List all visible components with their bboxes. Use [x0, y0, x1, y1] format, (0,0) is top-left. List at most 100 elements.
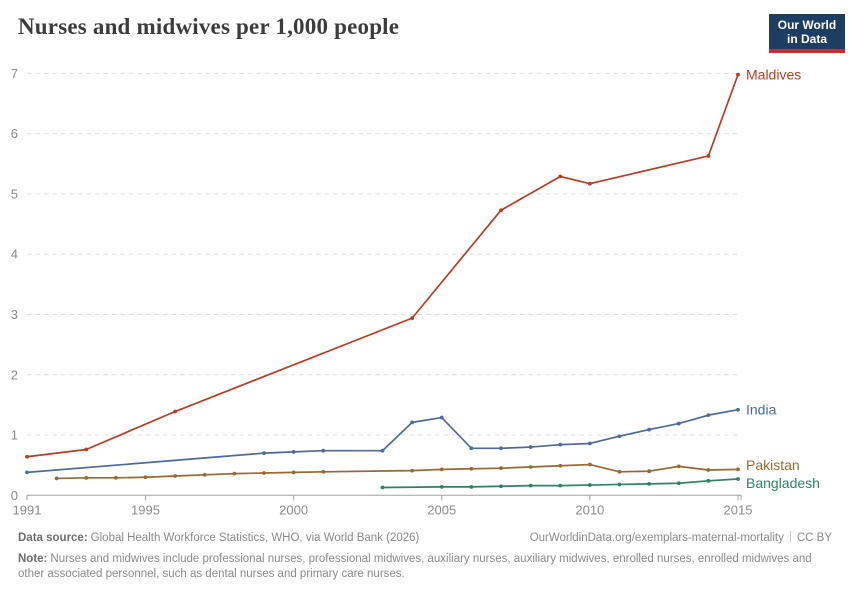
series-point-india [558, 442, 563, 447]
owid-logo[interactable]: Our World in Data [769, 14, 845, 53]
series-point-pakistan [202, 472, 207, 477]
series-point-bangladesh [617, 482, 622, 487]
series-point-india [439, 415, 444, 420]
series-point-pakistan [410, 468, 415, 473]
x-tick-label: 2015 [724, 502, 753, 517]
series-line-bangladesh[interactable] [381, 478, 739, 489]
y-tick-label: 6 [11, 126, 18, 141]
note-label: Note: [18, 553, 48, 565]
series-point-pakistan [84, 475, 89, 480]
series-point-maldives [499, 208, 503, 213]
series-point-india [262, 451, 266, 456]
series-label-maldives[interactable]: Maldives [746, 67, 801, 83]
owid-logo-text: Our World in Data [769, 14, 845, 49]
series-point-india [528, 445, 533, 449]
series-point-india [321, 448, 326, 453]
series-point-pakistan [439, 467, 444, 472]
y-tick-label: 7 [11, 66, 18, 81]
data-source-line: Data source: Global Health Workforce Stat… [18, 531, 419, 546]
series-point-pakistan [173, 474, 178, 478]
series-point-bangladesh [380, 485, 385, 490]
series-point-bangladesh [469, 484, 474, 489]
x-tick-label: 2010 [575, 502, 604, 517]
series-line-pakistan[interactable] [55, 463, 739, 480]
series-point-pakistan [321, 469, 326, 474]
note-text: Nurses and midwives include professional… [18, 553, 812, 580]
line-chart-area: 0 1 2 3 4 5 6 7 1991 1995 2000 2005 2010 2015 Maldives… [0, 55, 850, 525]
y-tick-label: 5 [11, 186, 18, 201]
series-point-pakistan [736, 467, 740, 472]
series-point-india [617, 434, 622, 439]
series-point-pakistan [617, 469, 622, 474]
series-point-india [380, 448, 385, 453]
x-tick-label: 1991 [13, 502, 42, 517]
series-point-pakistan [558, 463, 563, 468]
data-source-label: Data source: [18, 532, 88, 544]
x-tick-label: 2005 [427, 502, 456, 517]
series-point-bangladesh [736, 477, 740, 481]
series-point-india [587, 441, 592, 446]
series-point-maldives [736, 72, 740, 77]
y-tick-label: 3 [11, 307, 18, 322]
y-tick-label: 4 [11, 247, 18, 262]
series-point-india [291, 450, 296, 454]
series-point-maldives [25, 454, 29, 459]
series-point-pakistan [143, 475, 148, 480]
y-tick-label: 0 [11, 488, 18, 503]
series-point-india [499, 446, 503, 451]
series-point-pakistan [469, 466, 474, 471]
series-point-india [676, 421, 681, 426]
series-point-bangladesh [528, 483, 533, 488]
data-source-text: Global Health Workforce Statistics, WHO,… [90, 532, 420, 544]
series-point-bangladesh [499, 484, 503, 489]
series-point-maldives [558, 174, 563, 179]
series-point-pakistan [647, 469, 652, 474]
footer-divider [789, 531, 791, 542]
note-line: Note: Nurses and midwives include profess… [18, 552, 832, 582]
series-point-pakistan [54, 476, 59, 481]
series-label-bangladesh[interactable]: Bangladesh [746, 475, 820, 491]
series-point-bangladesh [587, 483, 592, 487]
footer-links: OurWorldinData.org/exemplars-maternal-mo… [530, 531, 832, 546]
x-tick-label: 1995 [131, 502, 160, 517]
series-point-pakistan [113, 475, 118, 480]
series-point-india [647, 427, 652, 432]
series-point-pakistan [499, 466, 503, 471]
series-line-maldives[interactable] [26, 73, 739, 458]
series-point-india [736, 407, 740, 412]
series-point-pakistan [232, 471, 237, 476]
series-point-bangladesh [676, 481, 681, 486]
series-label-india[interactable]: India [746, 402, 777, 418]
series-point-maldives [173, 409, 178, 414]
series-point-india [410, 420, 415, 425]
series-point-india [469, 446, 474, 451]
series-line-india[interactable] [26, 408, 739, 474]
chart-footer: Data source: Global Health Workforce Stat… [18, 531, 832, 582]
series-point-pakistan [706, 468, 711, 472]
series-label-pakistan[interactable]: Pakistan [746, 457, 800, 473]
series-point-maldives [84, 447, 89, 452]
series-point-pakistan [587, 462, 592, 467]
owid-logo-red-bar [769, 49, 845, 53]
owid-url-link[interactable]: OurWorldinData.org/exemplars-maternal-mo… [529, 532, 784, 544]
series-point-maldives [410, 316, 415, 321]
line-chart-svg: 0 1 2 3 4 5 6 7 1991 1995 2000 2005 2010 2015 Maldives… [11, 66, 820, 517]
x-tick-label: 2000 [279, 502, 308, 517]
series-point-pakistan [262, 471, 266, 475]
series-point-maldives [587, 181, 592, 186]
series-point-bangladesh [706, 478, 711, 483]
y-tick-label: 2 [11, 367, 18, 382]
series-point-pakistan [291, 470, 296, 475]
series-point-bangladesh [439, 484, 444, 489]
series-point-india [25, 470, 29, 475]
series-point-bangladesh [558, 483, 563, 488]
series-point-pakistan [676, 464, 681, 469]
license-link[interactable]: CC BY [796, 532, 832, 544]
series-point-maldives [706, 154, 711, 158]
series-point-bangladesh [647, 481, 652, 486]
series-point-pakistan [528, 465, 533, 469]
y-tick-label: 1 [11, 428, 18, 443]
chart-title: Nurses and midwives per 1,000 people [18, 14, 400, 39]
series-point-india [706, 413, 711, 418]
